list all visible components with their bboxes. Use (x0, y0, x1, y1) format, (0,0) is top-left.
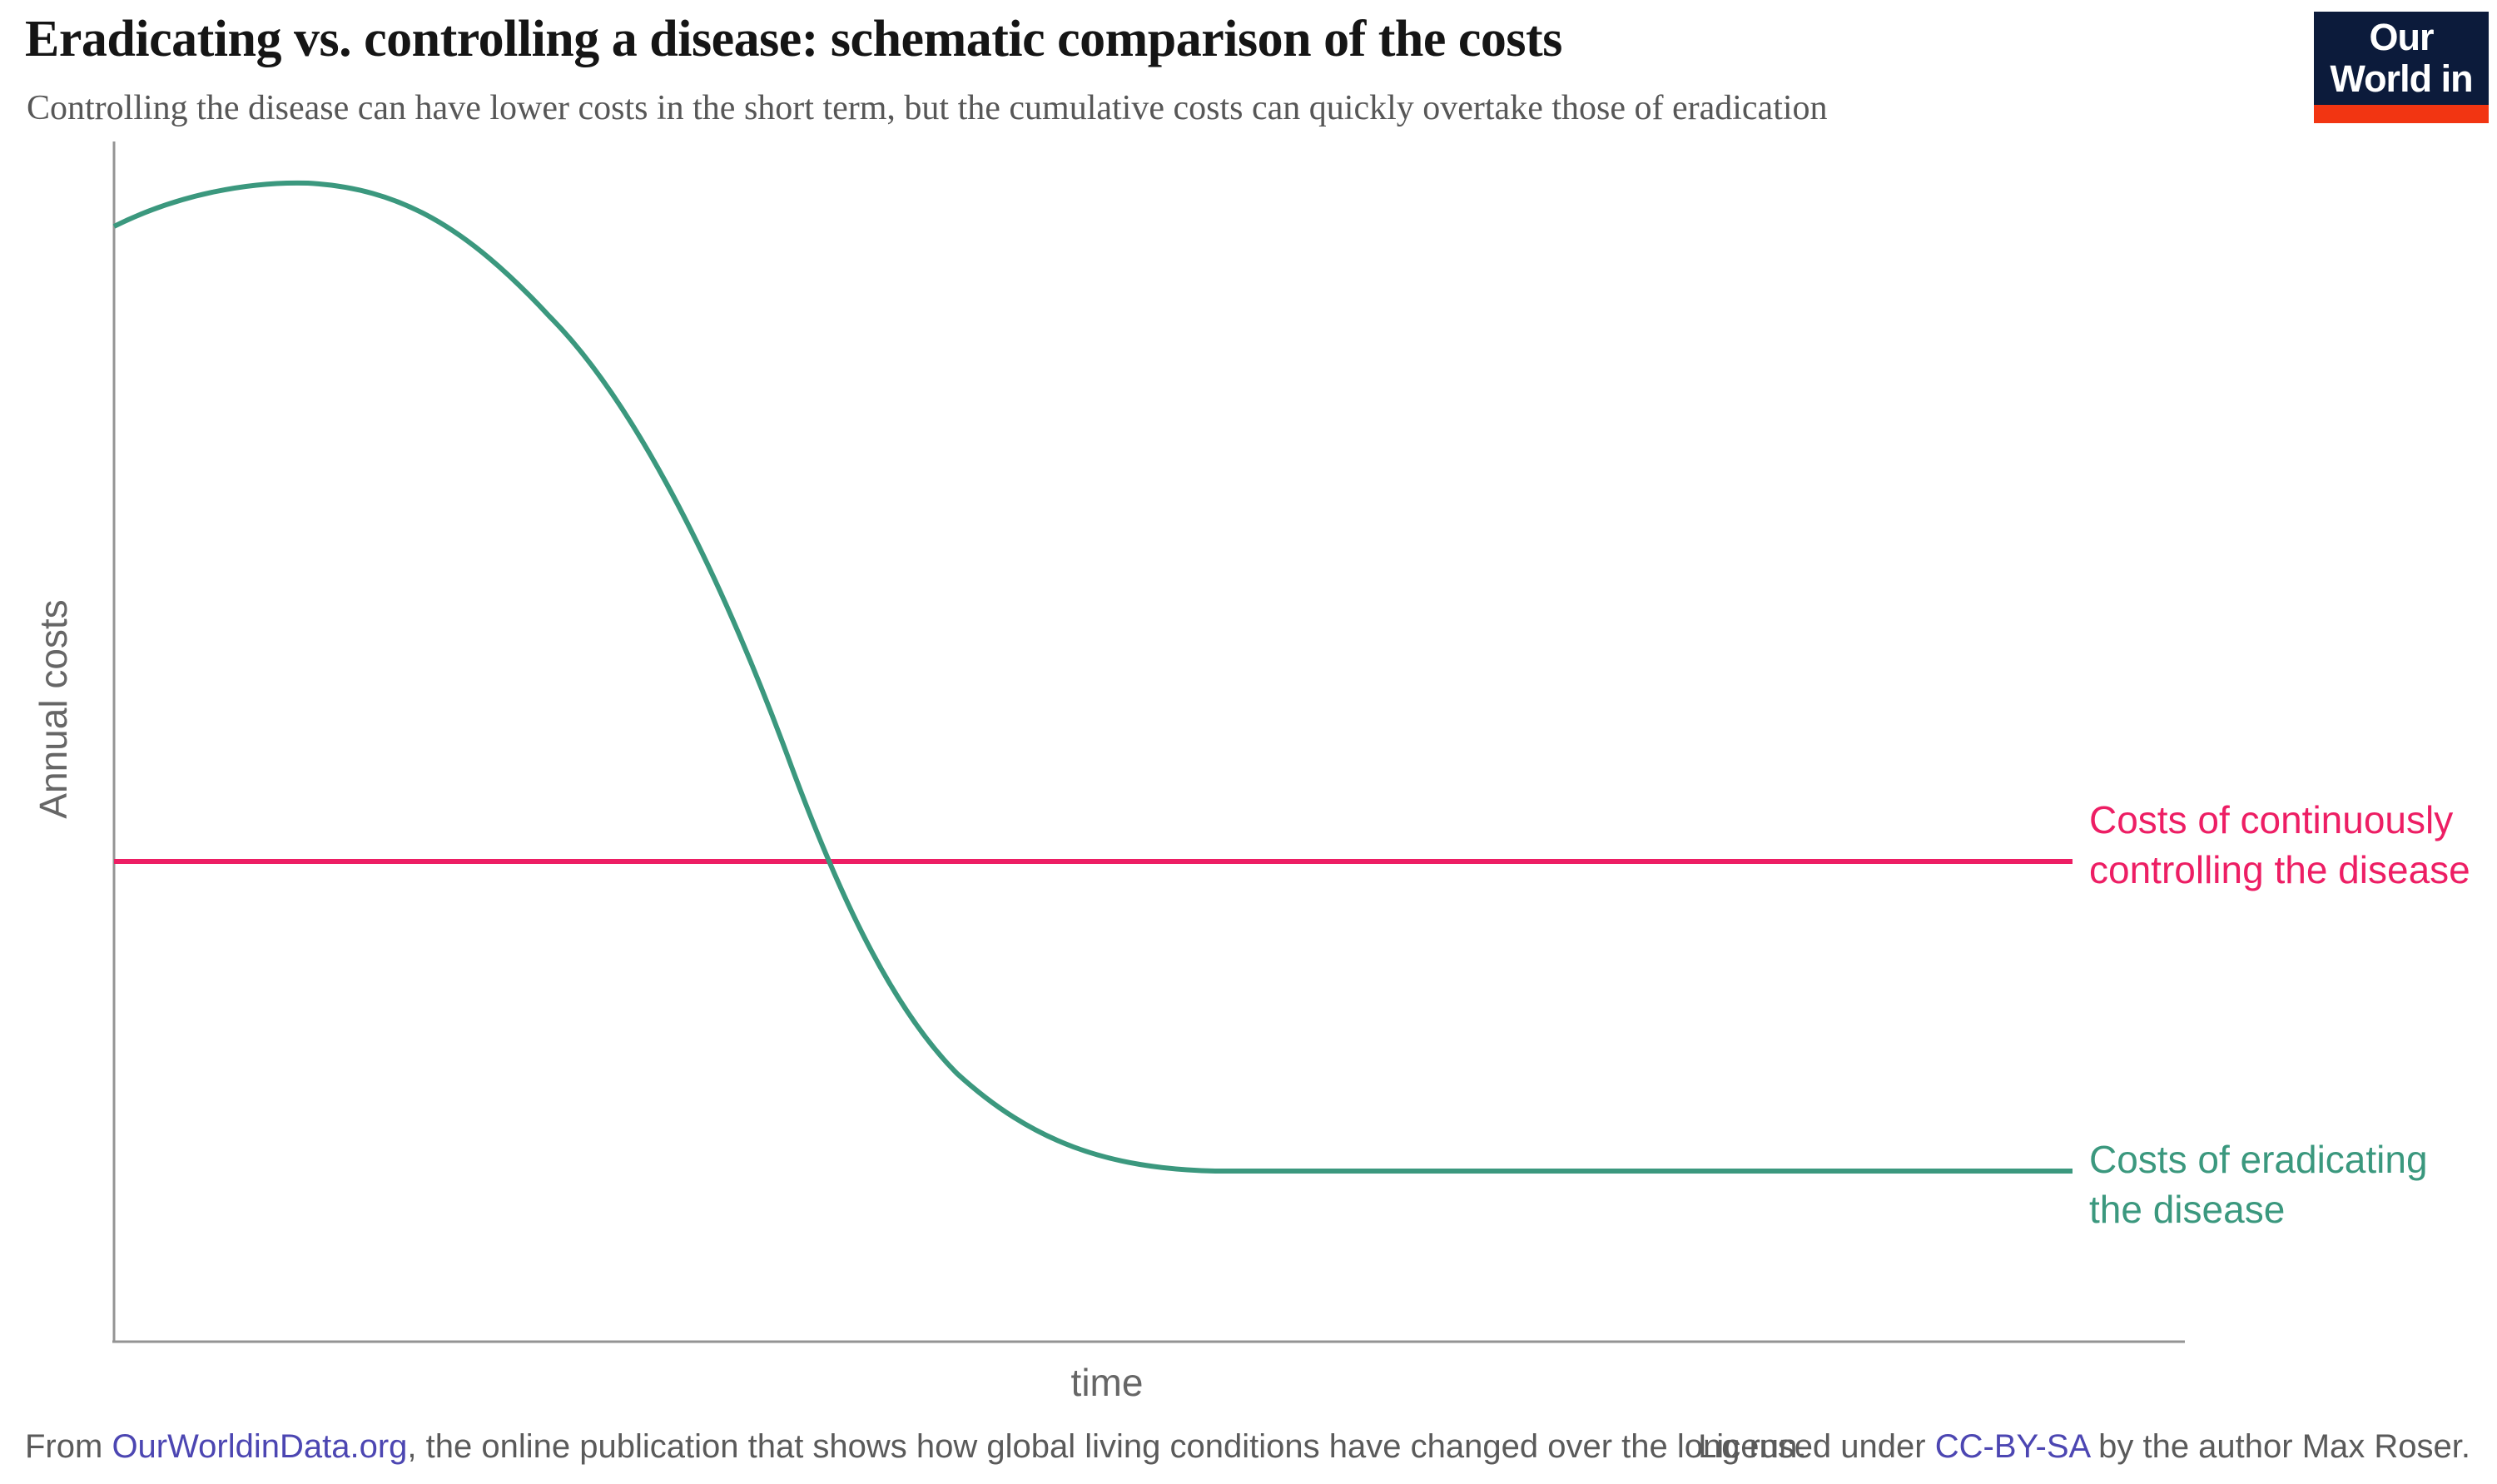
license-link[interactable]: CC-BY-SA (1934, 1428, 2089, 1465)
logo-red-bar (2314, 105, 2489, 123)
source-note-suffix: , the online publication that shows how … (407, 1428, 1807, 1465)
license-note-prefix: Licensed under (1698, 1428, 1935, 1465)
x-axis-label: time (1070, 1361, 1144, 1404)
y-axis-label: Annual costs (32, 599, 75, 819)
eradication-costs-line (112, 180, 2073, 1174)
license-note-suffix: by the author Max Roser. (2088, 1428, 2470, 1465)
source-note-prefix: From (25, 1428, 112, 1465)
owid-logo: Our World in Data (2314, 12, 2489, 141)
eradication-series-label-line1: Costs of eradicating (2089, 1138, 2428, 1181)
control-series-label: Costs of continuously controlling the di… (2089, 795, 2470, 895)
page-title: Eradicating vs. controlling a disease: s… (25, 11, 1562, 67)
license-note: Licensed under CC-BY-SA by the author Ma… (1698, 1427, 2470, 1467)
page-subtitle: Controlling the disease can have lower c… (27, 89, 1828, 127)
eradication-series-label: Costs of eradicating the disease (2089, 1134, 2428, 1234)
owid-logo-line1: Our World (2330, 16, 2434, 100)
control-series-label-line1: Costs of continuously (2089, 798, 2454, 841)
owid-link[interactable]: OurWorldinData.org (112, 1428, 408, 1465)
eradication-series-label-line2: the disease (2089, 1188, 2286, 1231)
control-series-label-line2: controlling the disease (2089, 848, 2470, 891)
source-note: From OurWorldinData.org, the online publ… (25, 1427, 1807, 1467)
